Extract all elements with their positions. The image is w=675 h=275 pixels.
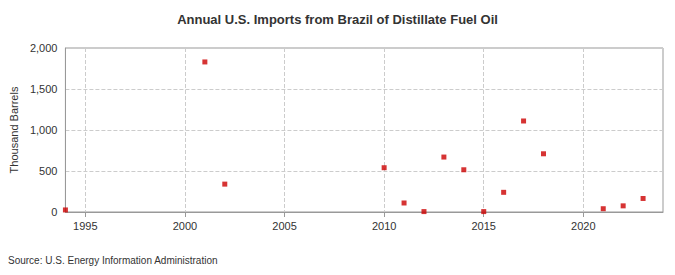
svg-text:2000: 2000	[173, 220, 197, 232]
svg-text:1,500: 1,500	[30, 83, 58, 95]
svg-text:Annual U.S. Imports from Brazi: Annual U.S. Imports from Brazil of Disti…	[177, 12, 498, 27]
svg-text:Thousand Barrels: Thousand Barrels	[8, 86, 20, 173]
svg-text:2,000: 2,000	[30, 42, 58, 54]
svg-text:2005: 2005	[272, 220, 296, 232]
svg-text:500: 500	[39, 165, 57, 177]
svg-text:0: 0	[51, 206, 57, 218]
svg-text:2020: 2020	[571, 220, 595, 232]
svg-text:1995: 1995	[73, 220, 97, 232]
svg-text:2010: 2010	[372, 220, 396, 232]
svg-text:2015: 2015	[471, 220, 495, 232]
svg-text:1,000: 1,000	[30, 124, 58, 136]
svg-text:Source: U.S. Energy Informatio: Source: U.S. Energy Information Administ…	[8, 255, 218, 266]
